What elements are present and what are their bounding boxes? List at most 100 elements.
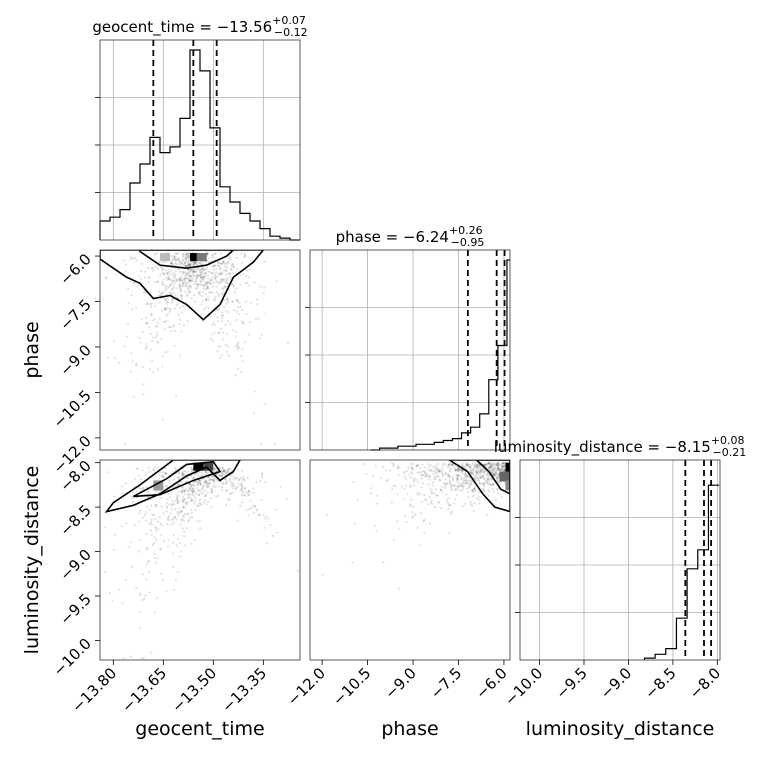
sample-point: [471, 495, 474, 498]
sample-point: [177, 500, 181, 503]
sample-point: [485, 481, 488, 484]
sample-point: [195, 263, 199, 266]
sample-point: [203, 489, 206, 492]
sample-point: [472, 464, 476, 467]
sample-point: [491, 488, 494, 491]
sample-point: [195, 275, 199, 279]
sample-point: [192, 494, 196, 497]
sample-point: [209, 497, 212, 500]
sample-point: [198, 493, 201, 496]
sample-point: [200, 471, 203, 474]
sample-point: [166, 506, 169, 509]
sample-point: [500, 469, 503, 472]
sample-point: [181, 282, 185, 285]
sample-point: [456, 468, 459, 471]
sample-point: [213, 467, 216, 470]
sample-point: [195, 260, 198, 263]
sample-point: [154, 491, 157, 494]
sample-point: [470, 468, 474, 471]
density-cell: [505, 480, 510, 491]
sample-point: [422, 473, 425, 477]
sample-point: [169, 490, 172, 493]
sample-point: [151, 319, 154, 322]
sample-point: [206, 483, 209, 487]
sample-point: [464, 472, 467, 475]
sample-point: [172, 552, 175, 555]
sample-point: [187, 489, 190, 492]
x-axis-label-luminosity_distance: luminosity_distance: [526, 718, 715, 740]
sample-point: [424, 475, 427, 478]
sample-point: [444, 472, 447, 475]
sample-point: [161, 365, 164, 368]
sample-point: [168, 307, 171, 310]
panel-frame: [99, 39, 301, 241]
sample-point: [174, 258, 177, 261]
sample-point: [465, 479, 468, 483]
sample-point: [151, 266, 154, 269]
sample-point: [206, 486, 209, 489]
sample-point: [139, 341, 143, 344]
sample-point: [454, 469, 457, 472]
sample-point: [404, 478, 407, 481]
sample-point: [231, 484, 234, 488]
sample-point: [137, 520, 140, 523]
sample-point: [165, 589, 168, 592]
sample-point: [180, 509, 183, 513]
sample-point: [204, 470, 207, 473]
sample-point: [148, 276, 151, 279]
sample-point: [210, 323, 214, 326]
sample-point: [432, 472, 435, 476]
sample-point: [154, 526, 157, 529]
sample-point: [461, 488, 464, 491]
sample-point: [191, 268, 194, 271]
sample-point: [198, 262, 201, 265]
sample-point: [482, 474, 485, 477]
sample-point: [172, 478, 175, 481]
sample-point: [163, 351, 166, 354]
sample-point: [492, 468, 495, 471]
sample-point: [157, 321, 160, 325]
density-cell: [153, 480, 164, 491]
sample-point: [202, 284, 205, 287]
sample-point: [181, 311, 184, 314]
sample-point: [482, 470, 485, 474]
sample-point: [213, 323, 216, 326]
sample-point: [173, 291, 176, 294]
sample-point: [184, 264, 187, 267]
sample-point: [181, 500, 185, 503]
sample-point: [239, 504, 242, 507]
sample-point: [217, 332, 221, 335]
sample-point: [487, 483, 490, 486]
sample-point: [231, 263, 234, 267]
sample-point: [212, 485, 215, 488]
x-tick-label: −13.35: [218, 664, 270, 716]
sample-point: [240, 354, 243, 358]
sample-point: [210, 278, 213, 281]
sample-point: [232, 478, 235, 481]
sample-point: [236, 300, 239, 303]
sample-point: [144, 474, 148, 477]
x-tick-label: −13.80: [68, 664, 120, 716]
sample-point: [239, 283, 242, 287]
sample-point: [194, 262, 197, 265]
sample-point: [433, 469, 437, 473]
sample-point: [189, 291, 192, 294]
sample-point: [186, 273, 189, 276]
sample-point: [204, 481, 207, 484]
sample-point: [155, 529, 158, 532]
sample-point: [168, 268, 171, 271]
sample-point: [198, 275, 201, 278]
sample-point: [156, 340, 159, 344]
sample-point: [226, 277, 229, 280]
sample-point: [194, 300, 197, 303]
sample-point: [409, 476, 412, 479]
sample-point: [205, 470, 208, 473]
sample-point: [145, 343, 148, 346]
sample-point: [221, 483, 224, 486]
sample-point: [201, 492, 205, 496]
sample-point: [432, 481, 435, 484]
sample-point: [263, 402, 266, 405]
sample-point: [448, 482, 452, 485]
sample-point: [192, 262, 196, 266]
sample-point: [195, 487, 198, 491]
